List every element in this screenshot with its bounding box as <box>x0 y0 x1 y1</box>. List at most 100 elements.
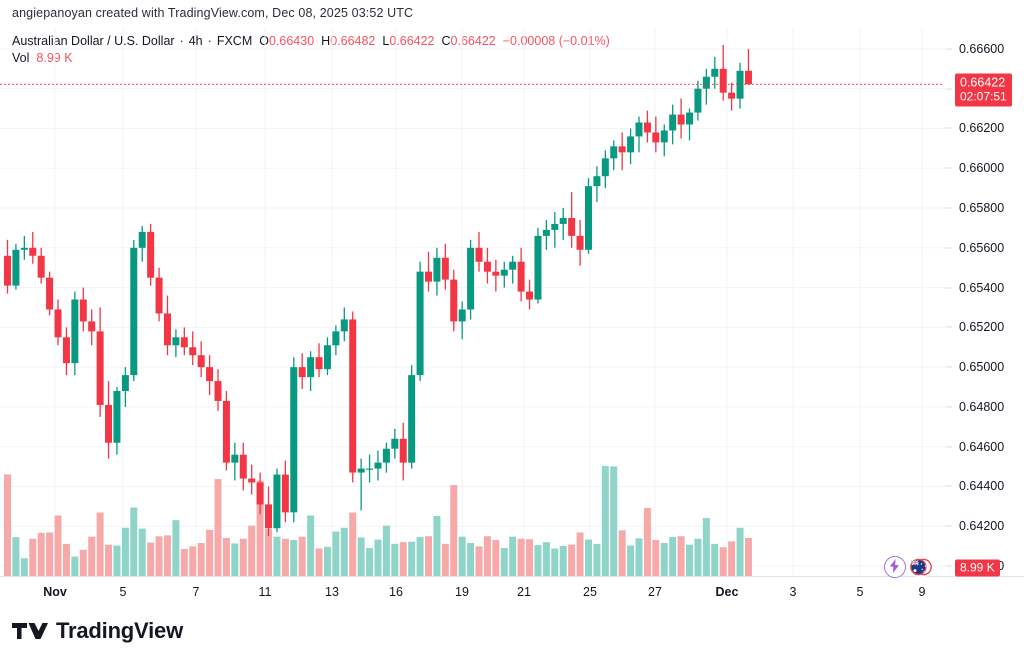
price-axis-tick <box>945 167 952 169</box>
legend-symbol[interactable]: Australian Dollar / U.S. Dollar <box>12 34 175 48</box>
volume-bar <box>323 546 331 576</box>
time-axis-label: 27 <box>648 585 662 599</box>
volume-bar <box>239 538 247 576</box>
candle-body <box>669 114 677 131</box>
volume-bar <box>62 543 70 576</box>
volume-bar <box>374 539 382 576</box>
candle-body <box>231 454 239 463</box>
candle-body <box>551 223 559 230</box>
volume-bar <box>54 515 62 576</box>
time-axis-label: 5 <box>856 585 864 599</box>
price-axis-label: 0.66600 <box>959 41 1005 56</box>
candle-body <box>416 271 424 376</box>
candle-body <box>4 255 11 286</box>
candle-body <box>172 337 180 346</box>
volume-bar <box>483 536 491 576</box>
volume-bar <box>366 548 374 576</box>
candle-body <box>20 247 28 250</box>
candle-body <box>610 146 618 159</box>
candle-body <box>214 381 222 401</box>
legend-dot-2: · <box>207 34 212 48</box>
volume-bar <box>492 540 500 576</box>
candle-body <box>719 68 727 93</box>
time-axis-label: Dec <box>715 585 739 599</box>
time-axis-label: 9 <box>918 585 926 599</box>
volume-bar <box>256 480 264 576</box>
brand-name: TradingView <box>56 618 183 643</box>
tradingview-logo[interactable]: TradingView <box>12 618 183 644</box>
volume-bar <box>180 548 188 576</box>
volume-bar <box>576 532 584 576</box>
volume-bar <box>728 541 736 576</box>
candle-body <box>399 438 407 463</box>
volume-bar <box>517 538 525 576</box>
candle-body <box>273 474 281 529</box>
volume-bar <box>96 512 104 576</box>
attribution-text: angiepanoyan created with TradingView.co… <box>12 6 414 20</box>
price-axis-tick <box>945 525 952 527</box>
candle-body <box>517 261 525 292</box>
candle-body <box>635 122 643 137</box>
candle-body <box>374 462 382 469</box>
volume-bar <box>307 515 315 576</box>
candle-body <box>96 331 104 405</box>
footer-bar: TradingView <box>0 606 1024 661</box>
candle-body <box>483 261 491 272</box>
time-axis-label: 5 <box>119 585 127 599</box>
legend-close-key: C <box>441 34 451 48</box>
volume-bar <box>584 539 592 576</box>
time-scale[interactable]: Nov 5 7 11 13 16 19 21 25 27 Dec 3 5 9 <box>0 576 1024 606</box>
time-axis-label: 7 <box>192 585 200 599</box>
candle-body <box>113 391 121 443</box>
candle-body <box>79 299 87 322</box>
candle-body <box>46 277 54 310</box>
price-axis-label: 0.66200 <box>959 121 1005 136</box>
candle-body <box>652 132 660 143</box>
candle-body <box>500 269 508 276</box>
candle-body <box>643 122 651 133</box>
price-axis-tick <box>945 446 952 448</box>
candle-body <box>467 247 475 310</box>
volume-bar <box>610 466 618 576</box>
candle-body <box>256 482 264 505</box>
legend-exchange: FXCM <box>216 34 253 48</box>
price-axis-tick <box>945 366 952 368</box>
volume-bar <box>677 536 685 576</box>
legend-change: −0.00008 (−0.01%) <box>502 34 610 48</box>
volume-bar <box>357 537 365 576</box>
tradingview-logo-icon <box>12 623 48 639</box>
chart-canvas <box>0 28 944 576</box>
volume-bar <box>711 543 719 576</box>
price-axis-tick <box>945 48 952 50</box>
price-scale[interactable]: 0.66422 02:07:51 8.99 K 0.666000.664000.… <box>944 28 1024 577</box>
volume-bar <box>391 543 399 576</box>
candle-body <box>534 235 542 300</box>
currency-pair-flags-icon[interactable] <box>910 556 932 578</box>
time-axis-label: 25 <box>583 585 597 599</box>
candle-body <box>248 478 256 483</box>
candle-body <box>307 357 315 378</box>
volume-bar <box>189 546 197 576</box>
volume-bar <box>290 540 298 576</box>
chart-plot-area[interactable] <box>0 28 944 576</box>
volume-bar <box>694 538 702 576</box>
volume-bar <box>155 536 163 576</box>
volume-bar <box>425 536 432 576</box>
lightning-bolt-icon[interactable] <box>884 556 906 578</box>
candle-body <box>206 367 214 382</box>
volume-bar <box>399 542 407 576</box>
volume-value-badge: 8.99 K <box>955 559 1000 577</box>
legend-high-key: H <box>321 34 331 48</box>
volume-bar <box>206 529 214 576</box>
candle-body <box>366 468 374 470</box>
candle-body <box>441 257 449 280</box>
volume-bar <box>231 543 239 576</box>
candle-body <box>290 367 298 513</box>
candle-body <box>433 257 441 282</box>
volume-bar <box>172 520 180 576</box>
volume-bar <box>349 512 357 576</box>
candle-body <box>155 277 163 314</box>
volume-bar <box>441 543 449 576</box>
time-axis-label: 16 <box>389 585 403 599</box>
volume-bar <box>467 543 475 576</box>
